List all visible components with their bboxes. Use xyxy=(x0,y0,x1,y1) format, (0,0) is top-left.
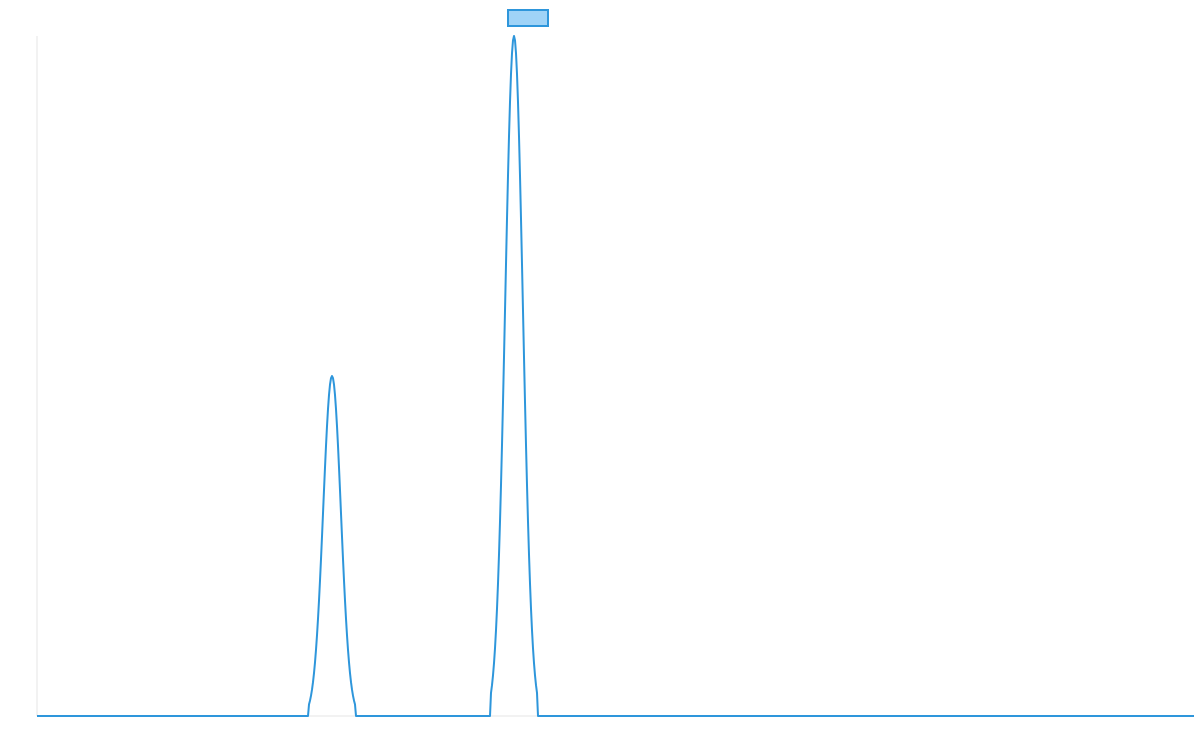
legend-swatch[interactable] xyxy=(507,9,549,27)
legend[interactable] xyxy=(507,9,549,27)
series-line xyxy=(37,35,1194,717)
